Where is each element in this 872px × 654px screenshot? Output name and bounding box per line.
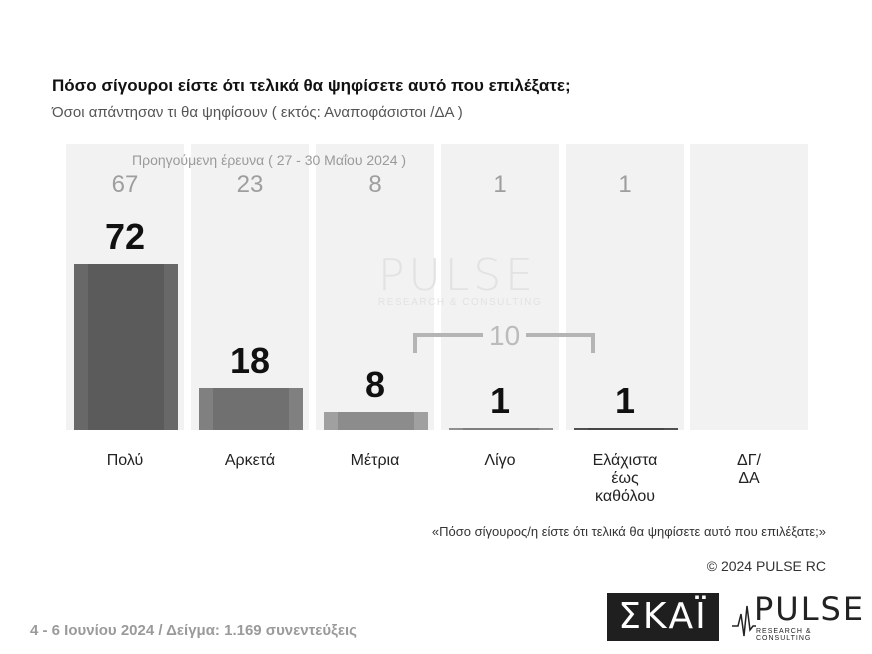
bar: [74, 264, 178, 430]
pulse-logo-sub: RESEARCH & CONSULTING: [756, 628, 812, 642]
pulse-logo-word: PULSE: [754, 590, 866, 628]
pulse-wave-icon: [732, 605, 756, 637]
previous-value-label: 23: [236, 171, 264, 198]
category-label: ΔΓ/ ΔΑ: [737, 452, 761, 487]
bar: [574, 428, 678, 430]
value-label: 8: [364, 364, 386, 405]
previous-value-label: 1: [493, 171, 507, 198]
column-background: [690, 144, 808, 430]
group-total-value: 10: [483, 320, 527, 352]
column-background: [566, 144, 684, 430]
chart-title: Πόσο σίγουροι είστε ότι τελικά θα ψηφίσε…: [52, 76, 571, 95]
bar: [449, 428, 553, 430]
value-label: 1: [614, 380, 636, 421]
column-background: [441, 144, 559, 430]
previous-value-label: 1: [618, 171, 632, 198]
column-background: [316, 144, 434, 430]
column-background: [191, 144, 309, 430]
watermark-sub: RESEARCH & CONSULTING: [378, 297, 543, 308]
pulse-logo: PULSE RESEARCH & CONSULTING: [732, 590, 863, 642]
category-label: Αρκετά: [224, 452, 276, 469]
copyright: © 2024 PULSE RC: [706, 558, 826, 574]
category-label: Λίγο: [484, 452, 516, 469]
value-label: 18: [229, 340, 271, 381]
pulse-watermark: PULSE RESEARCH & CONSULTING: [378, 250, 542, 308]
watermark-word: PULSE: [378, 250, 537, 301]
footer-sample-info: 4 - 6 Ιουνίου 2024 / Δείγμα: 1.169 συνεν…: [30, 622, 357, 639]
category-label: Πολύ: [106, 452, 144, 469]
previous-survey-label: Προηγούμενη έρευνα ( 27 - 30 Μαΐου 2024 …: [132, 152, 407, 168]
question-note: «Πόσο σίγουρος/η είστε ότι τελικά θα ψηφ…: [431, 524, 826, 539]
category-label: Μέτρια: [350, 452, 400, 469]
bar-shade: [338, 412, 414, 430]
bar-shade: [88, 264, 164, 430]
skai-logo: ΣΚΑΪ: [607, 593, 719, 641]
chart-subtitle: Όσοι απάντησαν τι θα ψηφίσουν ( εκτός: Α…: [52, 104, 463, 121]
bar-shade: [213, 388, 289, 430]
bar-shade: [588, 428, 664, 430]
bar: [199, 388, 303, 430]
bar-shade: [463, 428, 539, 430]
previous-value-label: 67: [111, 171, 139, 198]
previous-value-label: 8: [368, 171, 382, 198]
value-label: 72: [104, 216, 146, 257]
category-label: Ελάχιστα έως καθόλου: [592, 452, 658, 505]
bar: [324, 412, 428, 430]
value-label: 1: [489, 380, 511, 421]
